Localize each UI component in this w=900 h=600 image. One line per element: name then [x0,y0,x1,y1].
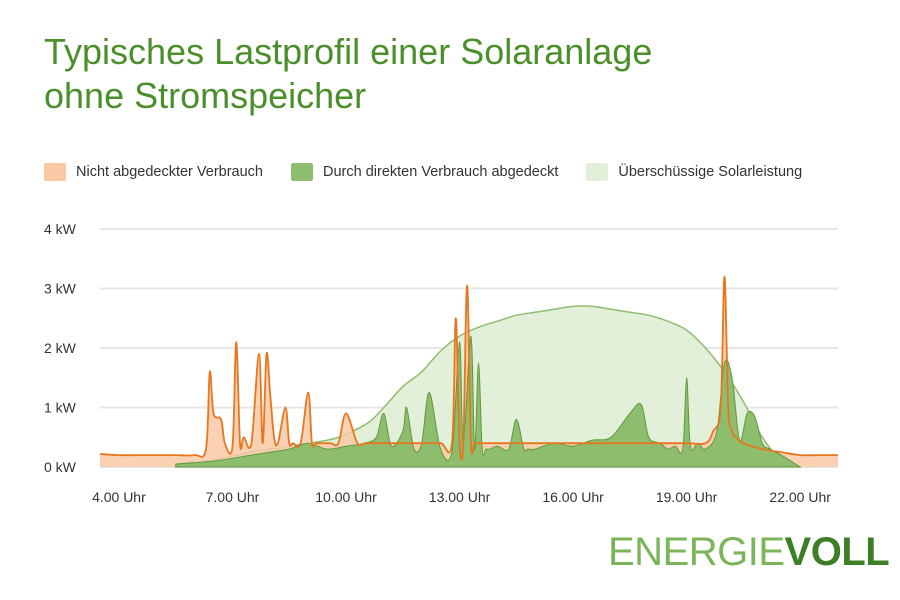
legend-swatch-surplus-solar [586,163,609,181]
x-tick-label-0: 4.00 Uhr [92,489,146,505]
series-line-consumption [99,275,838,461]
x-tick-label-5: 19.00 Uhr [656,489,718,505]
legend-item-direct-consumption: Durch direkten Verbrauch abgedeckt [291,163,558,181]
y-tick-label-1: 1 kW [44,400,77,416]
legend-label-surplus-solar: Überschüssige Solarleistung [618,164,803,180]
y-tick-label-4: 4 kW [44,221,77,237]
legend-label-not-covered: Nicht abgedeckter Verbrauch [76,164,263,180]
y-tick-label-0: 0 kW [44,459,77,475]
y-tick-label-3: 3 kW [44,281,77,297]
legend-swatch-not-covered [44,163,66,181]
energievoll-logo: ENERGIEVOLL [608,530,890,574]
logo-part-voll: VOLL [784,530,890,574]
chart-legend: Nicht abgedeckter Verbrauch Durch direkt… [44,160,830,184]
logo-part-energie: ENERGIE [608,530,785,574]
legend-label-direct-consumption: Durch direkten Verbrauch abgedeckt [323,164,559,180]
x-tick-label-4: 16.00 Uhr [542,489,604,505]
legend-swatch-direct-consumption [291,163,313,181]
chart-title-line-1: Typisches Lastprofil einer Solaranlage [44,31,653,72]
x-tick-label-6: 22.00 Uhr [769,489,831,505]
x-tick-label-1: 7.00 Uhr [206,489,260,505]
chart-title-line-2: ohne Stromspeicher [44,75,367,116]
series-area-direct-consumption [175,335,802,468]
x-tick-label-3: 13.00 Uhr [429,489,491,505]
legend-item-not-covered: Nicht abgedeckter Verbrauch [44,163,263,181]
chart-title: Typisches Lastprofil einer Solaranlage o… [44,30,844,118]
axis-labels: 0 kW 1 kW 2 kW 3 kW 4 kW 4.00 Uhr 7.00 Uhr 10.0… [44,221,831,505]
y-tick-label-2: 2 kW [44,340,77,356]
chart-series [99,275,838,468]
legend-item-surplus-solar: Überschüssige Solarleistung [586,163,802,181]
x-tick-label-2: 10.00 Uhr [315,489,377,505]
